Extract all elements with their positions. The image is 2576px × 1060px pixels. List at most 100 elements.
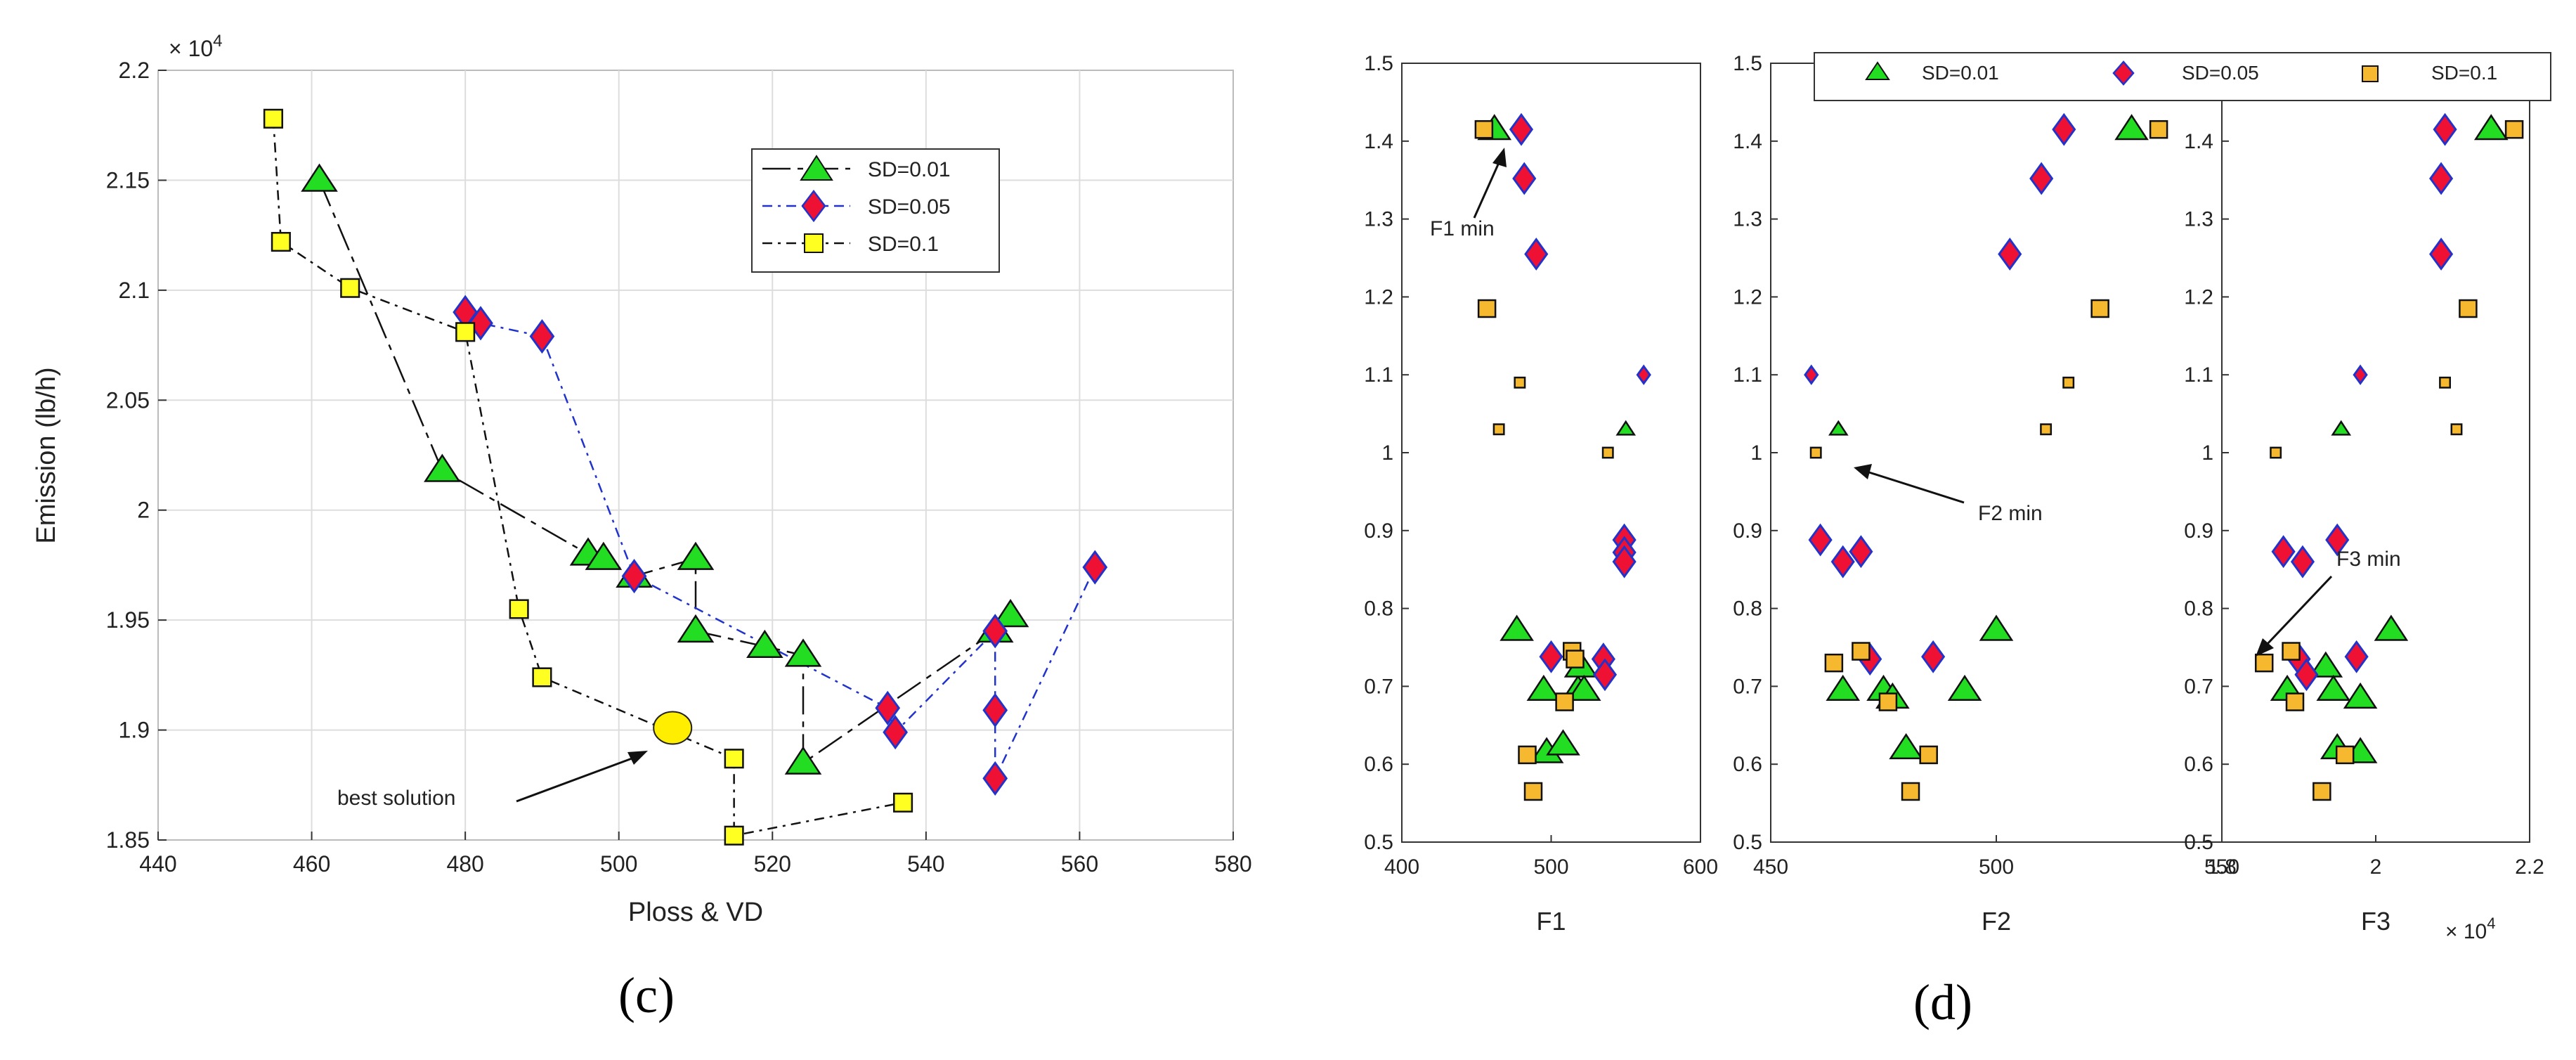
f2-min-annotation: F2 min <box>1854 464 2043 525</box>
legend-entry-sd-01: SD=0.1 <box>762 233 939 256</box>
panel-c: 440 460 480 500 520 540 560 580 1.85 1.9 1.95 2 2.05… <box>32 32 1252 1023</box>
panel-d-point-triangle <box>2331 420 2352 436</box>
panel-c-y-tick-label: 2.1 <box>119 278 150 303</box>
panel-d-point-square <box>1566 649 1585 668</box>
panel-d-y-tick-label: 0.9 <box>1364 519 1393 543</box>
panel-d-point-square <box>1809 446 1822 459</box>
panel-d-point-diamond <box>1636 364 1651 385</box>
panel-c-point-triangle <box>991 599 1029 628</box>
panel-d-point-triangle <box>1566 674 1601 702</box>
panel-c-x-tick-label: 460 <box>293 851 330 877</box>
panel-c-series-line-2 <box>272 118 904 837</box>
legend-diamond-icon <box>801 189 826 223</box>
panel-c-point-diamond <box>621 559 647 594</box>
panel-c-y-tick-label: 1.9 <box>119 718 150 743</box>
best-solution-arrowhead <box>627 751 648 765</box>
f3-min-annotation: F3 min <box>2256 548 2401 657</box>
panel-c-point-diamond <box>883 715 908 750</box>
best-solution-arrow <box>516 754 640 803</box>
panel-d-x-tick-label: 1.8 <box>2207 855 2237 879</box>
panel-d-point-square <box>2254 653 2274 673</box>
panel-c-x-axis-label: Ploss & VD <box>628 898 763 927</box>
panel-d-point-diamond <box>2294 658 2319 692</box>
panel-d-y-tick-label: 1 <box>2201 441 2213 465</box>
panel-d-subplot-f3: 0.50.60.70.80.911.11.21.31.41.51.822.2F3 <box>2184 52 2544 936</box>
panel-d-y-tick-label: 1.5 <box>1364 52 1393 75</box>
panel-d-point-square <box>1523 782 1543 801</box>
panel-d-point-diamond <box>2344 640 2369 673</box>
panel-c-point-diamond <box>529 319 555 354</box>
panel-d-point-triangle <box>1947 674 1982 702</box>
panel-c-x-tick-label: 500 <box>600 851 637 877</box>
panel-d-y-tick-label: 1.1 <box>1364 363 1393 387</box>
panel-d-point-triangle <box>1500 614 1534 641</box>
panel-d-point-diamond <box>2325 523 2350 557</box>
legend-d-label-sd-01: SD=0.1 <box>2431 62 2497 84</box>
panel-d-y-tick-label: 1.2 <box>1733 285 1762 309</box>
panel-c-point-diamond <box>982 761 1008 796</box>
panel-d-x-tick-label: 2 <box>2370 855 2382 879</box>
panel-d-point-square <box>1852 642 1871 661</box>
panel-d-point-square <box>2090 299 2109 318</box>
panel-c-point-square <box>893 792 913 813</box>
panel-c-point-triangle <box>301 163 338 192</box>
panel-d-x-multiplier: × 104 <box>2445 914 2495 943</box>
panel-d-point-square <box>2040 423 2053 436</box>
legend-entry-sd-001: SD=0.01 <box>762 155 951 181</box>
panel-d: 0.5 0.6 0.7 0.8 0.9 1 1.1 1.2 1.3 1.4 1.5 400 500 600… <box>1364 52 2551 1030</box>
panel-d-point-triangle <box>1889 732 1923 760</box>
panel-d-point-diamond <box>2433 112 2457 146</box>
f3-min-label: F3 min <box>2336 548 2401 571</box>
panel-c-series-lines <box>272 118 1096 837</box>
panel-d-x-axis-label: F1 <box>1536 907 1566 936</box>
panel-c-point-square <box>724 825 744 846</box>
panel-d-point-square <box>2450 423 2463 436</box>
best-solution-marker <box>653 711 693 745</box>
panel-d-y-tick-label: 0.8 <box>2184 597 2213 621</box>
panel-d-caption: (d) <box>1913 974 1972 1030</box>
panel-d-y-tick-label: 0.7 <box>2184 675 2213 698</box>
panel-c-series-line-1 <box>464 311 1096 779</box>
panel-d-axes-box <box>2221 63 2530 843</box>
legend-d-label-sd-005: SD=0.05 <box>2182 62 2259 84</box>
panel-d-point-triangle <box>1526 674 1561 702</box>
panel-d-y-tick-label: 1.1 <box>1733 363 1762 387</box>
f1-min-annotation: F1 min <box>1430 148 1507 240</box>
panel-c-point-square <box>509 599 529 619</box>
panel-d-point-triangle <box>2473 114 2509 141</box>
panel-c-point-triangle <box>424 453 461 482</box>
panel-c-legend-box <box>751 148 1000 273</box>
panel-c-x-tick-label: 560 <box>1061 851 1098 877</box>
panel-d-y-tick-label: 0.7 <box>1364 675 1393 698</box>
best-solution-label: best solution <box>337 787 455 810</box>
panel-c-point-triangle <box>784 638 822 667</box>
panel-d-point-triangle <box>1828 420 1849 436</box>
legend-triangle-icon <box>1865 61 1890 80</box>
panel-d-point-diamond <box>2290 545 2315 579</box>
panel-d-y-tick-label: 1.4 <box>2184 130 2213 153</box>
panel-c-x-tick-label: 580 <box>1214 851 1251 877</box>
panel-d-point-square <box>1901 782 1920 801</box>
panel-d-axes-box <box>1401 63 1701 843</box>
panel-d-point-diamond <box>2429 162 2454 195</box>
panel-d-point-diamond <box>1524 238 1549 271</box>
panel-d-point-diamond <box>1808 523 1833 557</box>
panel-d-point-square <box>2149 119 2168 139</box>
panel-c-point-triangle <box>585 541 623 570</box>
legend-label-sd-001: SD=0.01 <box>868 158 951 181</box>
panel-d-x-axis-label: F3 <box>2361 907 2390 936</box>
panel-d-x-tick-label: 550 <box>2204 855 2239 879</box>
panel-c-plot-area <box>157 70 1234 841</box>
panel-d-point-triangle <box>2374 614 2409 641</box>
panel-d-point-diamond <box>1998 238 2022 271</box>
panel-d-y-tick-label: 0.9 <box>1733 519 1762 543</box>
panel-d-y-tick-label: 1.4 <box>1364 130 1393 153</box>
panel-d-point-diamond <box>1804 364 1819 385</box>
f2-min-arrowhead <box>1854 464 1872 479</box>
panel-c-point-diamond <box>875 690 901 725</box>
panel-d-x-tick-label: 500 <box>1979 855 2014 879</box>
panel-d-point-diamond <box>2429 238 2454 271</box>
panel-d-point-diamond <box>2029 162 2054 195</box>
panel-d-point-square <box>2270 446 2282 459</box>
